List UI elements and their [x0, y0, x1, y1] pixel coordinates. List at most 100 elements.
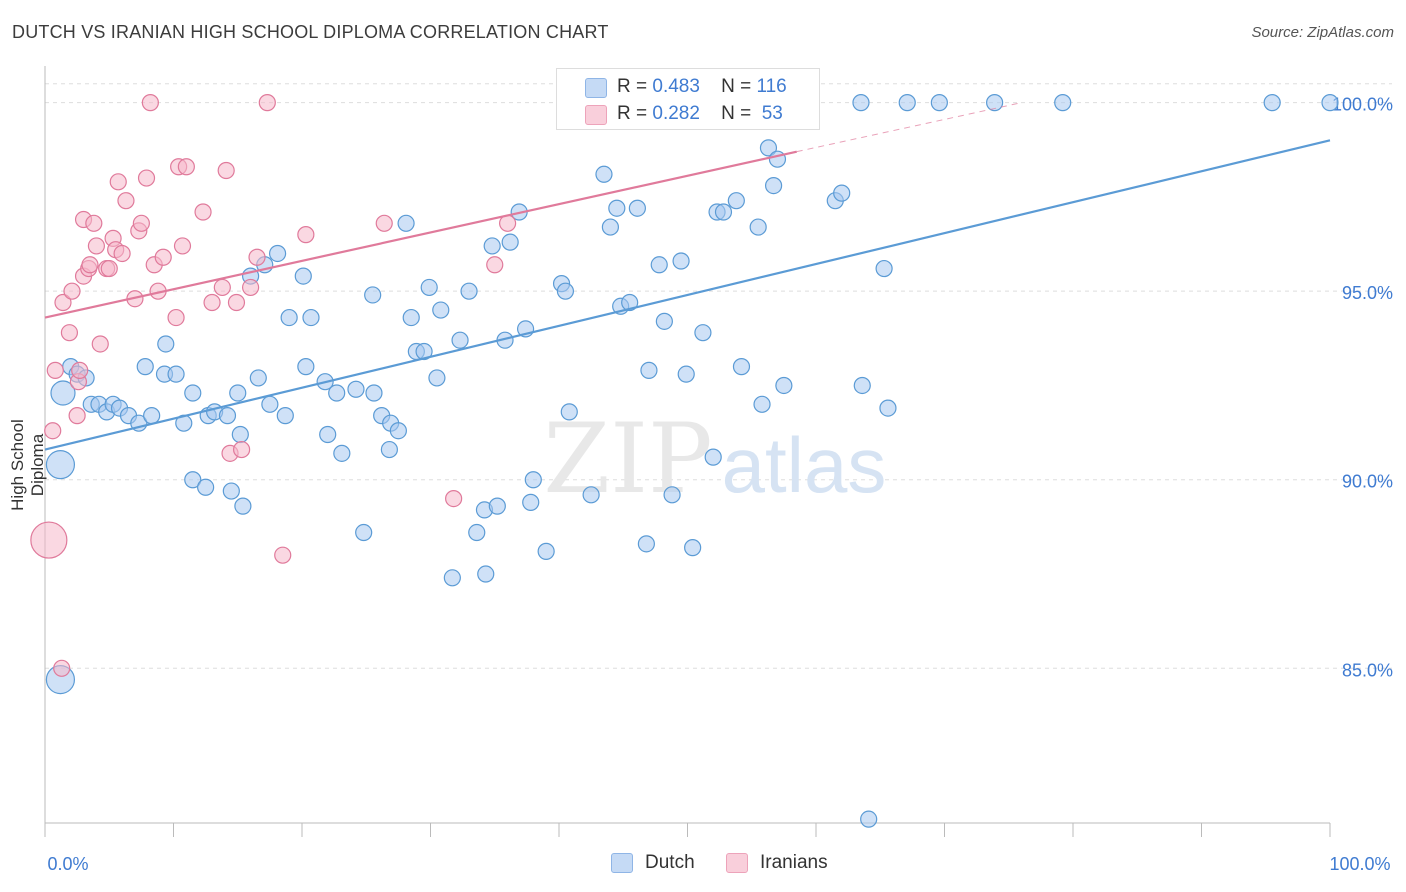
iranians-points [30, 94, 643, 677]
iranians-point [445, 489, 463, 508]
y-tick-label: 90.0% [1342, 472, 1393, 492]
dutch-point [488, 497, 506, 515]
y-axis-label: High School Diploma [8, 419, 47, 511]
iranians-point [167, 308, 185, 327]
dutch-point [460, 282, 478, 300]
dutch-point [184, 384, 202, 402]
dutch-point [501, 233, 519, 251]
iranians-point [54, 293, 72, 312]
dutch-point [261, 395, 279, 413]
dutch-point [364, 286, 382, 304]
dutch-point [560, 403, 578, 421]
dutch-point [930, 94, 948, 112]
iranians-point [91, 335, 109, 353]
dutch-point [556, 282, 575, 300]
dutch-point [684, 539, 702, 557]
legend-n-value: 53 [756, 103, 783, 124]
iranians-point [486, 256, 504, 274]
dutch-point [853, 376, 871, 395]
dutch-point [727, 192, 745, 210]
dutch-point [231, 425, 249, 444]
dutch-point [477, 565, 495, 583]
iranians-point [60, 324, 79, 342]
dutch-point [537, 542, 555, 560]
dutch-point [650, 256, 668, 274]
dutch-point [380, 440, 398, 459]
iranians-point [194, 203, 212, 221]
grid-lines [45, 83, 1392, 669]
iranians-point [113, 244, 131, 263]
iranians-point [63, 282, 81, 300]
dutch-point [249, 369, 267, 387]
bottom-legend-label-iranians: Iranians [760, 852, 828, 873]
dutch-point [522, 493, 540, 511]
iranians-point [203, 293, 221, 312]
iranians-point [375, 214, 393, 232]
dutch-point [328, 384, 346, 402]
iranians-point [217, 161, 235, 180]
iranians-point [117, 192, 135, 210]
dutch-point [595, 165, 613, 183]
bottom-legend-swatch-dutch [611, 853, 633, 873]
iranians-point [71, 361, 89, 379]
iranians-point [274, 546, 292, 564]
dutch-point [268, 244, 287, 263]
dutch-point [833, 184, 851, 202]
dutch-point [222, 482, 240, 500]
legend-swatch-iranians [585, 105, 607, 125]
dutch-point [297, 358, 315, 376]
x-tick-label-max: 100.0% [1329, 854, 1390, 874]
dutch-point [898, 94, 916, 112]
iranians-point [87, 237, 106, 255]
dutch-point [775, 376, 793, 395]
iranians-point [68, 407, 86, 425]
iranians-trend-line [44, 150, 797, 319]
y-tick-label: 95.0% [1342, 283, 1393, 303]
y-tick-labels: 85.0% 90.0% 95.0% 100.0% [1332, 95, 1393, 681]
dutch-point [860, 810, 878, 828]
dutch-point [483, 237, 501, 255]
dutch-point [704, 448, 722, 466]
iranians-point [173, 237, 192, 255]
legend-n-value: 116 [756, 76, 787, 97]
dutch-point [628, 199, 646, 217]
bottom-legend-swatch-iranians [726, 853, 748, 873]
dutch-point [143, 407, 161, 425]
iranians-point [258, 94, 276, 112]
axes [44, 66, 1331, 837]
legend-r-label: R = [617, 76, 648, 97]
dutch-point [875, 259, 893, 278]
dutch-point [640, 361, 658, 379]
legend-r-value: 0.282 [652, 103, 700, 124]
iranians-point [44, 422, 62, 440]
dutch-point [582, 486, 600, 504]
dutch-point [677, 365, 695, 383]
watermark-zip: ZIP [543, 403, 712, 515]
dutch-point [451, 331, 469, 349]
iranians-point [100, 259, 118, 278]
iranians-point [177, 158, 195, 176]
y-tick-label: 85.0% [1342, 660, 1393, 680]
iranians-point [141, 94, 159, 112]
trend-lines [44, 102, 1331, 451]
dutch-point [184, 471, 202, 489]
dutch-point [753, 395, 771, 413]
legend-r-value: 0.483 [652, 76, 700, 97]
dutch-point [234, 497, 252, 515]
dutch-point [759, 139, 778, 157]
dutch-point [167, 365, 185, 383]
dutch-point [397, 214, 415, 232]
dutch-point [280, 308, 298, 327]
dutch-point [764, 176, 783, 195]
dutch-point [749, 218, 767, 236]
chart-title: DUTCH VS IRANIAN HIGH SCHOOL DIPLOMA COR… [12, 22, 609, 42]
dutch-point [1321, 94, 1339, 112]
dutch-point [672, 252, 690, 270]
dutch-points [45, 94, 1339, 828]
iranians-point [81, 256, 99, 274]
legend-swatch-dutch [585, 78, 607, 98]
dutch-point [1263, 94, 1281, 112]
dutch-point [852, 94, 870, 112]
legend-r-label: R = [617, 103, 648, 124]
